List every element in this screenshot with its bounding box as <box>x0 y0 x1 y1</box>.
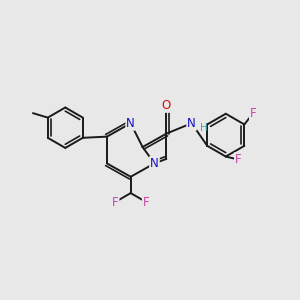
Text: F: F <box>112 196 119 208</box>
Text: F: F <box>250 106 256 120</box>
Text: O: O <box>162 99 171 112</box>
Text: H: H <box>200 123 208 133</box>
Text: N: N <box>126 117 135 130</box>
Text: N: N <box>187 117 196 130</box>
Text: N: N <box>150 157 159 170</box>
Text: F: F <box>235 153 242 166</box>
Text: F: F <box>143 196 149 208</box>
